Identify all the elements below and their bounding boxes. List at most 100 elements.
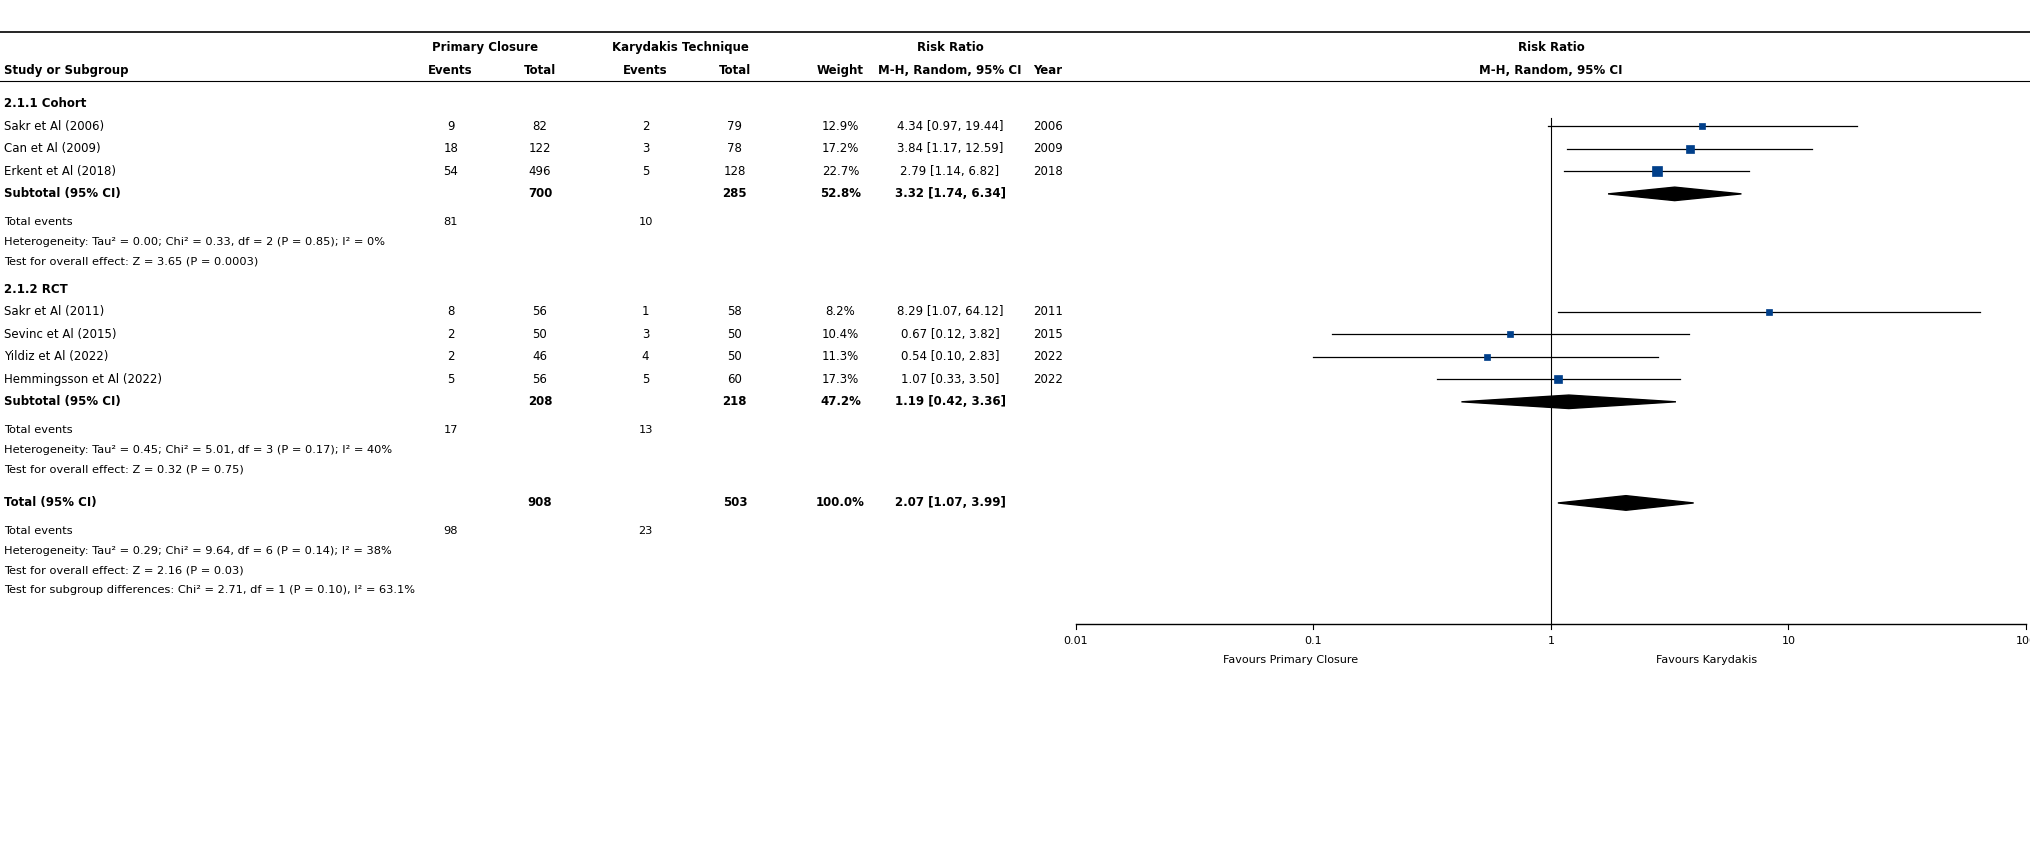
Text: 1: 1 (1547, 636, 1555, 645)
Text: 0.67 [0.12, 3.82]: 0.67 [0.12, 3.82] (901, 328, 999, 341)
Text: 46: 46 (532, 351, 548, 363)
Text: 3: 3 (641, 142, 650, 155)
Text: 1: 1 (641, 305, 650, 319)
Text: Risk Ratio: Risk Ratio (918, 41, 983, 54)
Text: 100.0%: 100.0% (816, 496, 865, 509)
Text: 218: 218 (723, 395, 747, 408)
Text: 2: 2 (447, 351, 455, 363)
Text: Total (95% CI): Total (95% CI) (4, 496, 97, 509)
Text: Sakr et Al (2011): Sakr et Al (2011) (4, 305, 104, 319)
Text: 12.9%: 12.9% (822, 120, 859, 133)
Text: 700: 700 (528, 188, 552, 201)
Text: 50: 50 (727, 328, 743, 341)
Polygon shape (1462, 395, 1677, 409)
Text: 2.79 [1.14, 6.82]: 2.79 [1.14, 6.82] (901, 165, 999, 178)
Text: 98: 98 (443, 526, 459, 536)
Text: 5: 5 (447, 373, 455, 386)
Text: 0.01: 0.01 (1064, 636, 1088, 645)
Text: Total: Total (719, 63, 751, 77)
Text: 208: 208 (528, 395, 552, 408)
Text: Erkent et Al (2018): Erkent et Al (2018) (4, 165, 116, 178)
Text: 18: 18 (443, 142, 459, 155)
Text: 2018: 2018 (1033, 165, 1064, 178)
Text: 50: 50 (532, 328, 548, 341)
Text: 285: 285 (723, 188, 747, 201)
Text: Test for overall effect: Z = 0.32 (P = 0.75): Test for overall effect: Z = 0.32 (P = 0… (4, 464, 244, 474)
Text: 496: 496 (528, 165, 552, 178)
Text: 10: 10 (1782, 636, 1795, 645)
Text: Test for overall effect: Z = 3.65 (P = 0.0003): Test for overall effect: Z = 3.65 (P = 0… (4, 256, 258, 267)
Text: Sevinc et Al (2015): Sevinc et Al (2015) (4, 328, 116, 341)
Text: 54: 54 (443, 165, 459, 178)
Text: Can et Al (2009): Can et Al (2009) (4, 142, 102, 155)
Text: Heterogeneity: Tau² = 0.45; Chi² = 5.01, df = 3 (P = 0.17); I² = 40%: Heterogeneity: Tau² = 0.45; Chi² = 5.01,… (4, 445, 392, 454)
Text: 82: 82 (532, 120, 548, 133)
Text: 13: 13 (637, 425, 654, 434)
Text: 17.2%: 17.2% (822, 142, 859, 155)
Text: Test for overall effect: Z = 2.16 (P = 0.03): Test for overall effect: Z = 2.16 (P = 0… (4, 566, 244, 575)
Text: 9: 9 (447, 120, 455, 133)
Text: Karydakis Technique: Karydakis Technique (611, 41, 749, 54)
Text: 56: 56 (532, 373, 548, 386)
Text: 60: 60 (727, 373, 743, 386)
Text: 11.3%: 11.3% (822, 351, 859, 363)
Text: Total: Total (524, 63, 556, 77)
Text: Total events: Total events (4, 425, 73, 434)
Text: 3.32 [1.74, 6.34]: 3.32 [1.74, 6.34] (895, 188, 1005, 201)
Text: 81: 81 (443, 217, 459, 227)
Text: Year: Year (1033, 63, 1062, 77)
Text: 908: 908 (528, 496, 552, 509)
Text: 100: 100 (2016, 636, 2030, 645)
Text: Test for subgroup differences: Chi² = 2.71, df = 1 (P = 0.10), I² = 63.1%: Test for subgroup differences: Chi² = 2.… (4, 585, 414, 595)
Text: 2006: 2006 (1033, 120, 1064, 133)
Text: 122: 122 (528, 142, 552, 155)
Text: 17: 17 (443, 425, 459, 434)
Text: Events: Events (623, 63, 668, 77)
Text: 1.07 [0.33, 3.50]: 1.07 [0.33, 3.50] (901, 373, 999, 386)
Text: 23: 23 (637, 526, 654, 536)
Text: 0.54 [0.10, 2.83]: 0.54 [0.10, 2.83] (901, 351, 999, 363)
Text: 5: 5 (641, 165, 650, 178)
Text: 1.19 [0.42, 3.36]: 1.19 [0.42, 3.36] (895, 395, 1005, 408)
Text: Risk Ratio: Risk Ratio (1518, 41, 1583, 54)
Text: Events: Events (428, 63, 473, 77)
Text: Favours Primary Closure: Favours Primary Closure (1222, 656, 1358, 665)
Text: 22.7%: 22.7% (822, 165, 859, 178)
Text: 4: 4 (641, 351, 650, 363)
Text: 2: 2 (641, 120, 650, 133)
Text: Subtotal (95% CI): Subtotal (95% CI) (4, 188, 122, 201)
Text: 47.2%: 47.2% (820, 395, 861, 408)
Text: Heterogeneity: Tau² = 0.00; Chi² = 0.33, df = 2 (P = 0.85); I² = 0%: Heterogeneity: Tau² = 0.00; Chi² = 0.33,… (4, 237, 386, 247)
Text: 0.1: 0.1 (1305, 636, 1322, 645)
Text: 2011: 2011 (1033, 305, 1064, 319)
Text: 17.3%: 17.3% (822, 373, 859, 386)
Text: M-H, Random, 95% CI: M-H, Random, 95% CI (879, 63, 1021, 77)
Text: 52.8%: 52.8% (820, 188, 861, 201)
Text: 2.07 [1.07, 3.99]: 2.07 [1.07, 3.99] (895, 496, 1005, 509)
Text: 3: 3 (641, 328, 650, 341)
Polygon shape (1557, 495, 1693, 510)
Text: 2009: 2009 (1033, 142, 1064, 155)
Text: Sakr et Al (2006): Sakr et Al (2006) (4, 120, 104, 133)
Text: 56: 56 (532, 305, 548, 319)
Text: Yildiz et Al (2022): Yildiz et Al (2022) (4, 351, 108, 363)
Text: Favours Karydakis: Favours Karydakis (1656, 656, 1756, 665)
Text: Total events: Total events (4, 217, 73, 227)
Text: 2022: 2022 (1033, 351, 1064, 363)
Text: 10.4%: 10.4% (822, 328, 859, 341)
Text: 2: 2 (447, 328, 455, 341)
Text: 5: 5 (641, 373, 650, 386)
Text: Study or Subgroup: Study or Subgroup (4, 63, 128, 77)
Text: Primary Closure: Primary Closure (432, 41, 538, 54)
Text: 79: 79 (727, 120, 743, 133)
Text: 8.29 [1.07, 64.12]: 8.29 [1.07, 64.12] (897, 305, 1003, 319)
Text: Hemmingsson et Al (2022): Hemmingsson et Al (2022) (4, 373, 162, 386)
Text: Total events: Total events (4, 526, 73, 536)
Text: 58: 58 (727, 305, 743, 319)
Text: 128: 128 (723, 165, 747, 178)
Text: 50: 50 (727, 351, 743, 363)
Text: Subtotal (95% CI): Subtotal (95% CI) (4, 395, 122, 408)
Text: M-H, Random, 95% CI: M-H, Random, 95% CI (1480, 63, 1622, 77)
Text: 2015: 2015 (1033, 328, 1064, 341)
Text: Heterogeneity: Tau² = 0.29; Chi² = 9.64, df = 6 (P = 0.14); I² = 38%: Heterogeneity: Tau² = 0.29; Chi² = 9.64,… (4, 546, 392, 555)
